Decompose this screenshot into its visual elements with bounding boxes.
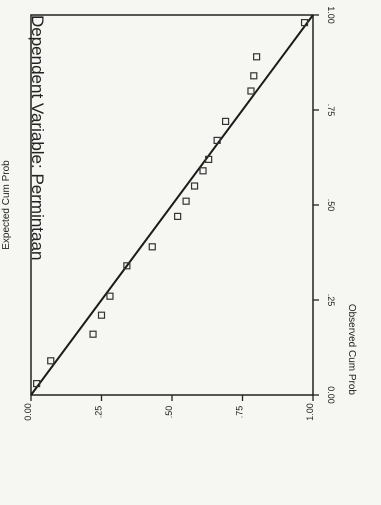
- data-point: [47, 357, 55, 365]
- data-point: [250, 72, 258, 80]
- x-axis-label: Observed Cum Prob: [346, 304, 357, 396]
- y-axis-ticks: 0.00 .25 .50 .75 1.00: [23, 395, 315, 421]
- data-point: [199, 167, 207, 175]
- data-point: [106, 292, 114, 300]
- y-axis-label: Expected Cum Prob: [1, 160, 12, 250]
- x-axis-ticks: 0.00 .25 .50 .75 1.00: [313, 6, 336, 404]
- y-tick-label: 0.00: [23, 403, 33, 421]
- data-point: [205, 155, 213, 163]
- y-tick-label: .25: [94, 406, 104, 419]
- data-point: [182, 197, 190, 205]
- y-tick-label: .50: [164, 406, 174, 419]
- data-point: [252, 53, 261, 61]
- x-tick-label: .25: [326, 294, 336, 307]
- data-point: [123, 262, 131, 270]
- reference-line: [30, 14, 314, 396]
- data-point: [213, 136, 221, 144]
- data-points: [33, 19, 309, 388]
- y-tick-label: 1.00: [305, 403, 315, 421]
- chart-title: Dependent Variable: Permintaan: [28, 15, 47, 260]
- data-point: [33, 380, 41, 388]
- x-tick-label: 1.00: [326, 6, 336, 24]
- data-point: [300, 19, 309, 27]
- data-point: [247, 87, 255, 95]
- data-point: [148, 243, 156, 251]
- data-point: [97, 311, 106, 319]
- x-tick-label: .50: [326, 199, 336, 212]
- y-tick-label: .75: [235, 406, 245, 419]
- x-tick-label: .75: [326, 104, 336, 117]
- data-point: [174, 212, 182, 220]
- data-point: [89, 330, 97, 338]
- x-tick-label: 0.00: [326, 386, 336, 404]
- data-point: [190, 182, 199, 190]
- data-point: [221, 117, 230, 126]
